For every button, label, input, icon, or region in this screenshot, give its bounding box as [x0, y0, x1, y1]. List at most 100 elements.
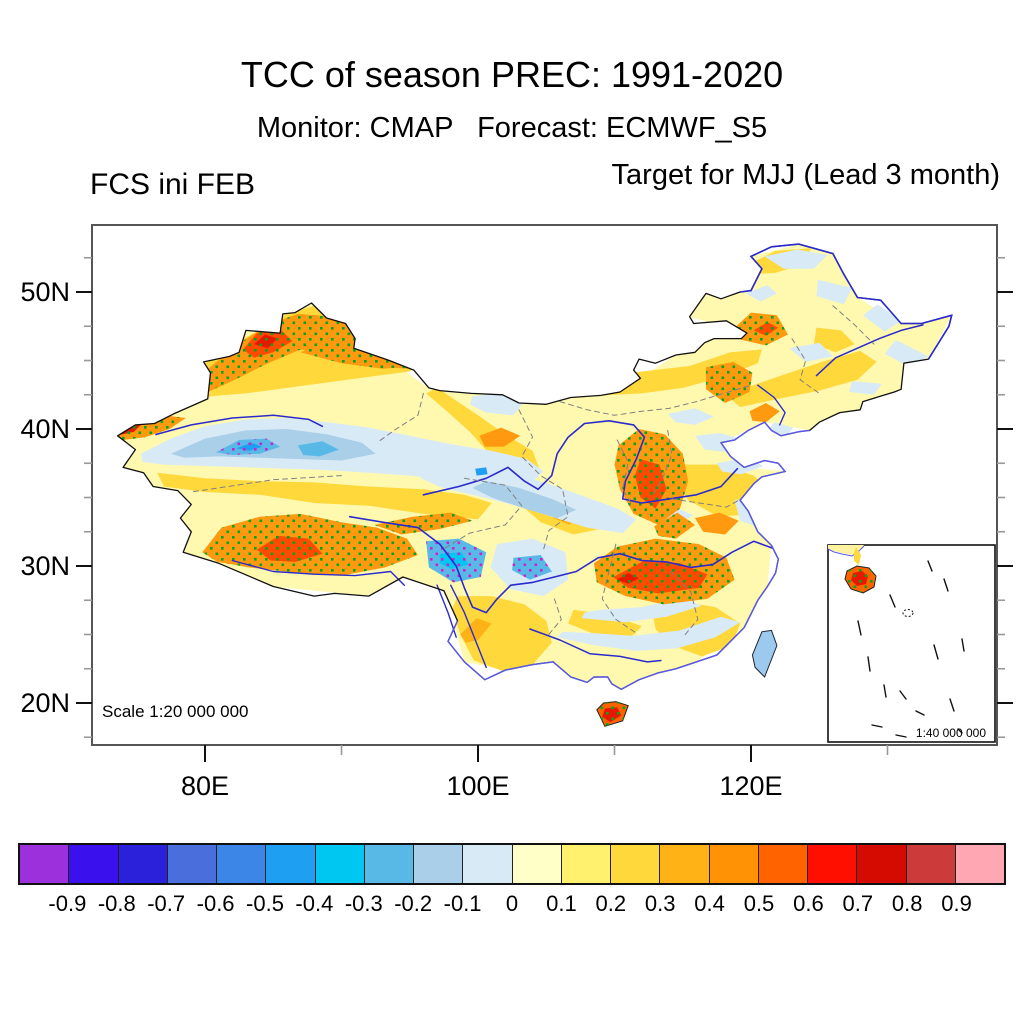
- colorbar: [18, 843, 1006, 885]
- colorbar-tick-label: 0.2: [595, 891, 627, 916]
- inset-leizhou: [854, 547, 861, 565]
- colorbar-cell: [364, 845, 414, 883]
- contour-region: [749, 403, 780, 423]
- province-boundary: [670, 571, 699, 637]
- colorbar-tick-label: -0.3: [344, 891, 383, 916]
- colorbar-tick-label: 0.9: [941, 891, 972, 916]
- contour-region: [452, 596, 552, 672]
- china-tcc-contour-map: 50N 40N 30N 20N 80E 100E 120E Scale 1:20 000 00…: [20, 224, 1013, 801]
- inset-island-mark: [871, 724, 883, 728]
- contour-region: [816, 279, 852, 305]
- river: [529, 628, 662, 663]
- colorbar-tick-label: 0.6: [793, 891, 824, 916]
- y-tick-label: 50N: [20, 277, 70, 307]
- x-tick-label: 100E: [446, 771, 509, 801]
- river: [231, 559, 405, 586]
- contour-region: [557, 616, 741, 651]
- colorbar-cell: [857, 845, 907, 883]
- province-boundary: [791, 338, 820, 394]
- province-boundary: [653, 429, 673, 494]
- green-stipple-overlay: [594, 538, 735, 605]
- colorbar-cell: [660, 845, 710, 883]
- contour-region: [862, 304, 902, 332]
- inset-island-group: [902, 609, 914, 617]
- province-boundary: [442, 477, 523, 551]
- y-tick-label: 20N: [20, 688, 70, 718]
- river: [348, 515, 774, 614]
- contour-region: [426, 387, 541, 476]
- colorbar-cell: [463, 845, 513, 883]
- river: [422, 420, 739, 504]
- coastline: [447, 421, 810, 691]
- inset-island-mark: [867, 656, 871, 672]
- colorbar-tick-label: -0.1: [443, 891, 482, 916]
- amur-border-river: [739, 243, 953, 360]
- province-boundary: [832, 305, 875, 345]
- magenta-stipple-overlay: [426, 538, 487, 583]
- contour-region: [849, 381, 882, 395]
- colorbar-tick-label: 0.4: [694, 891, 725, 916]
- colorbar-cell: [906, 845, 956, 883]
- colorbar-tick-label: 0.5: [743, 891, 775, 916]
- inset-island-mark: [915, 710, 925, 716]
- colorbar-cell: [561, 845, 611, 883]
- hainan-stipple: [596, 701, 629, 727]
- map-frame: [91, 224, 998, 746]
- contour-region: [297, 441, 339, 457]
- colorbar-tick-label: -0.4: [295, 891, 334, 916]
- colorbar-tick-label: -0.9: [48, 891, 87, 916]
- province-boundary: [376, 392, 424, 444]
- river: [450, 584, 487, 669]
- colorbar-cell: [118, 845, 168, 883]
- province-boundary: [616, 439, 632, 504]
- map-scale-text: Scale 1:20 000 000: [102, 702, 249, 721]
- contour-region: [581, 597, 702, 623]
- colorbar-cell: [315, 845, 365, 883]
- inset-island-mark: [883, 684, 887, 698]
- colorbar-tick-label: -0.2: [394, 891, 433, 916]
- contour-region: [667, 408, 715, 425]
- colorbar-cell: [758, 845, 808, 883]
- green-stipple-overlay: [706, 361, 753, 403]
- river: [757, 384, 786, 426]
- green-stipple-overlay: [117, 415, 186, 440]
- green-stipple-overlay: [202, 513, 418, 576]
- province-boundary: [190, 475, 342, 493]
- contour-region: [813, 327, 855, 353]
- colorbar-cell: [414, 845, 464, 883]
- contour-region: [472, 481, 577, 519]
- inset-island-mark: [957, 728, 963, 734]
- green-stipple-overlay: [374, 512, 473, 535]
- inset-hainan-stipple: [845, 566, 876, 593]
- inset-coastline: [827, 545, 865, 557]
- magenta-stipple-overlay: [215, 438, 281, 455]
- contour-region: [745, 285, 777, 302]
- river: [815, 324, 924, 377]
- inset-island-mark: [943, 578, 949, 592]
- contour-region: [695, 512, 739, 535]
- map-lines-layer: [116, 243, 953, 727]
- inset-island-mark: [895, 734, 907, 738]
- colorbar-tick-label: -0.5: [246, 891, 284, 916]
- colorbar-tick-label: 0.8: [891, 891, 923, 916]
- y-tick-label: 30N: [20, 551, 70, 581]
- colorbar-cell: [512, 845, 562, 883]
- colorbar-tick-label: -0.6: [196, 891, 235, 916]
- magenta-stipple-overlay: [512, 555, 552, 580]
- colorbar-tick-label: -0.7: [147, 891, 186, 916]
- colorbar-tick-label: 0.1: [546, 891, 577, 916]
- colorbar-tick-label: -0.8: [97, 891, 136, 916]
- inset-island-mark: [933, 644, 939, 660]
- province-boundary: [547, 598, 562, 637]
- inset-scale-text: 1:40 000 000: [916, 726, 986, 740]
- taiwan-island: [751, 629, 778, 678]
- inset-island-mark: [949, 698, 955, 712]
- inset-island-mark: [857, 620, 862, 636]
- target-season-label: Target for MJJ (Lead 3 month): [611, 159, 1000, 191]
- colorbar-cell: [611, 845, 661, 883]
- y-tick-label: 40N: [20, 414, 70, 444]
- colorbar-cell: [217, 845, 267, 883]
- colorbar-cell: [69, 845, 119, 883]
- province-boundary: [671, 498, 742, 508]
